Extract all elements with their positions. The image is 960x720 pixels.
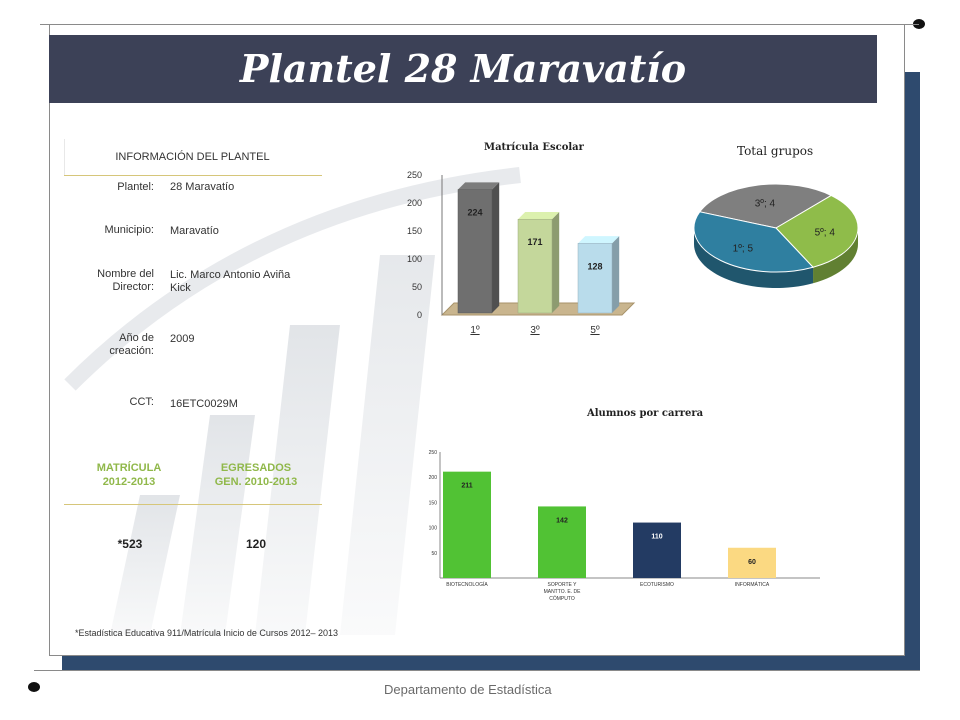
bar-top — [518, 212, 560, 220]
title-band: Plantel 28 Maravatío — [49, 35, 877, 103]
chart-title-grupos: Total grupos — [737, 144, 814, 158]
department-footer: Departamento de Estadística — [384, 682, 552, 697]
y-tick-label: 250 — [429, 450, 438, 456]
y-tick-label: 50 — [412, 282, 422, 292]
cct-value: 16ETC0029M — [170, 398, 238, 410]
bar — [728, 547, 776, 578]
x-tick-label: 3º — [530, 325, 540, 336]
pie-label: 1º; 5 — [733, 244, 754, 255]
data-label: 171 — [527, 237, 542, 247]
data-label: 224 — [467, 208, 482, 218]
bar — [457, 189, 493, 314]
x-tick-label: MANTTO. E. DE — [544, 589, 582, 595]
bar-side — [492, 182, 500, 313]
x-tick-label: 5º — [590, 325, 600, 336]
data-label: 110 — [651, 534, 662, 541]
pie-label: 3º; 4 — [755, 198, 776, 209]
y-tick-label: 200 — [429, 475, 438, 481]
creacion-value: 2009 — [170, 333, 195, 345]
data-label: 60 — [748, 559, 756, 566]
info-heading: INFORMACIÓN DEL PLANTEL — [64, 139, 320, 175]
bar — [633, 522, 681, 578]
x-tick-label: ECOTURISMO — [640, 582, 674, 588]
bar-top — [458, 182, 500, 190]
bar-side — [552, 212, 560, 313]
y-tick-label: 0 — [417, 310, 422, 320]
decor-line-top — [40, 24, 919, 25]
egresados-heading: EGRESADOS GEN. 2010-2013 — [196, 461, 316, 489]
decor-dot-bottom — [28, 682, 40, 692]
director-label: Nombre del Director: — [97, 268, 154, 294]
bar-side — [612, 236, 620, 313]
egresados-heading-line: GEN. 2010-2013 — [214, 476, 298, 488]
creacion-label-line: creación: — [109, 345, 154, 357]
plantel-value: 28 Maravatío — [170, 181, 235, 193]
egresados-heading-line: EGRESADOS — [220, 462, 292, 474]
y-tick-label: 100 — [429, 526, 438, 532]
x-tick-label: INFORMÁTICA — [735, 581, 770, 588]
background-watermark — [64, 167, 521, 635]
matricula-heading: MATRÍCULA 2012-2013 — [84, 461, 174, 489]
creacion-label: Año de creación: — [109, 332, 154, 358]
bar-top — [578, 236, 620, 244]
data-label: 142 — [556, 517, 568, 524]
matricula-value: *523 — [117, 537, 143, 551]
director-label-line: Nombre del — [97, 268, 154, 280]
x-tick-label: 1º — [470, 325, 480, 336]
matricula-heading-line: MATRÍCULA — [96, 462, 162, 474]
x-tick-label: BIOTECNOLOGÍA — [446, 581, 488, 588]
x-tick-label: CÓMPUTO — [549, 595, 575, 602]
director-value-line: Kick — [170, 282, 191, 294]
municipio-value: Maravatío — [170, 225, 219, 237]
y-tick-label: 200 — [407, 198, 422, 208]
chart-title-matricula: Matrícula Escolar — [484, 142, 584, 153]
footnote: *Estadística Educativa 911/Matrícula Ini… — [75, 628, 338, 638]
pie-slice-side — [694, 228, 814, 288]
director-value: Lic. Marco Antonio Aviña Kick — [170, 269, 290, 295]
cct-label: CCT: — [129, 396, 154, 408]
y-tick-label: 250 — [407, 170, 422, 180]
decor-line-bottom — [34, 670, 920, 671]
stats-rule — [64, 504, 322, 505]
bar — [538, 506, 586, 578]
chart-title-carrera: Alumnos por carrera — [587, 408, 704, 419]
grupos-pie-chart: 3º; 4 5º; 4 1º; 5 — [693, 183, 859, 288]
municipio-label: Municipio: — [104, 224, 154, 236]
pie-slice — [693, 211, 814, 273]
bar — [517, 218, 553, 314]
y-tick-label: 50 — [431, 551, 437, 557]
plantel-label: Plantel: — [117, 181, 154, 193]
director-label-line: Director: — [112, 281, 154, 293]
director-value-line: Lic. Marco Antonio Aviña — [170, 269, 291, 281]
egresados-value: 120 — [245, 537, 267, 551]
data-label: 211 — [461, 483, 472, 490]
page-title: Plantel 28 Maravatío — [239, 46, 687, 91]
matricula-chart: 0 50 100 150 200 250 224 1º 171 3º 128 5º — [407, 170, 636, 336]
info-rule-top — [64, 175, 322, 176]
y-tick-label: 150 — [407, 226, 422, 236]
pie-slice-side — [813, 228, 858, 284]
x-tick-label: SOPORTE Y — [548, 582, 578, 588]
pie-label: 5º; 4 — [815, 228, 836, 239]
bar — [577, 243, 613, 314]
carrera-chart: 50 100 150 200 250 211 BIOTECNOLOGÍA 142 SOPORTE… — [429, 450, 820, 602]
creacion-label-line: Año de — [119, 332, 154, 344]
y-tick-label: 150 — [429, 500, 438, 506]
matricula-heading-line: 2012-2013 — [102, 476, 156, 488]
y-tick-label: 100 — [407, 254, 422, 264]
bar — [443, 471, 491, 578]
pie-slice — [698, 183, 833, 229]
data-label: 128 — [587, 261, 602, 271]
decor-dot-top — [913, 19, 925, 29]
